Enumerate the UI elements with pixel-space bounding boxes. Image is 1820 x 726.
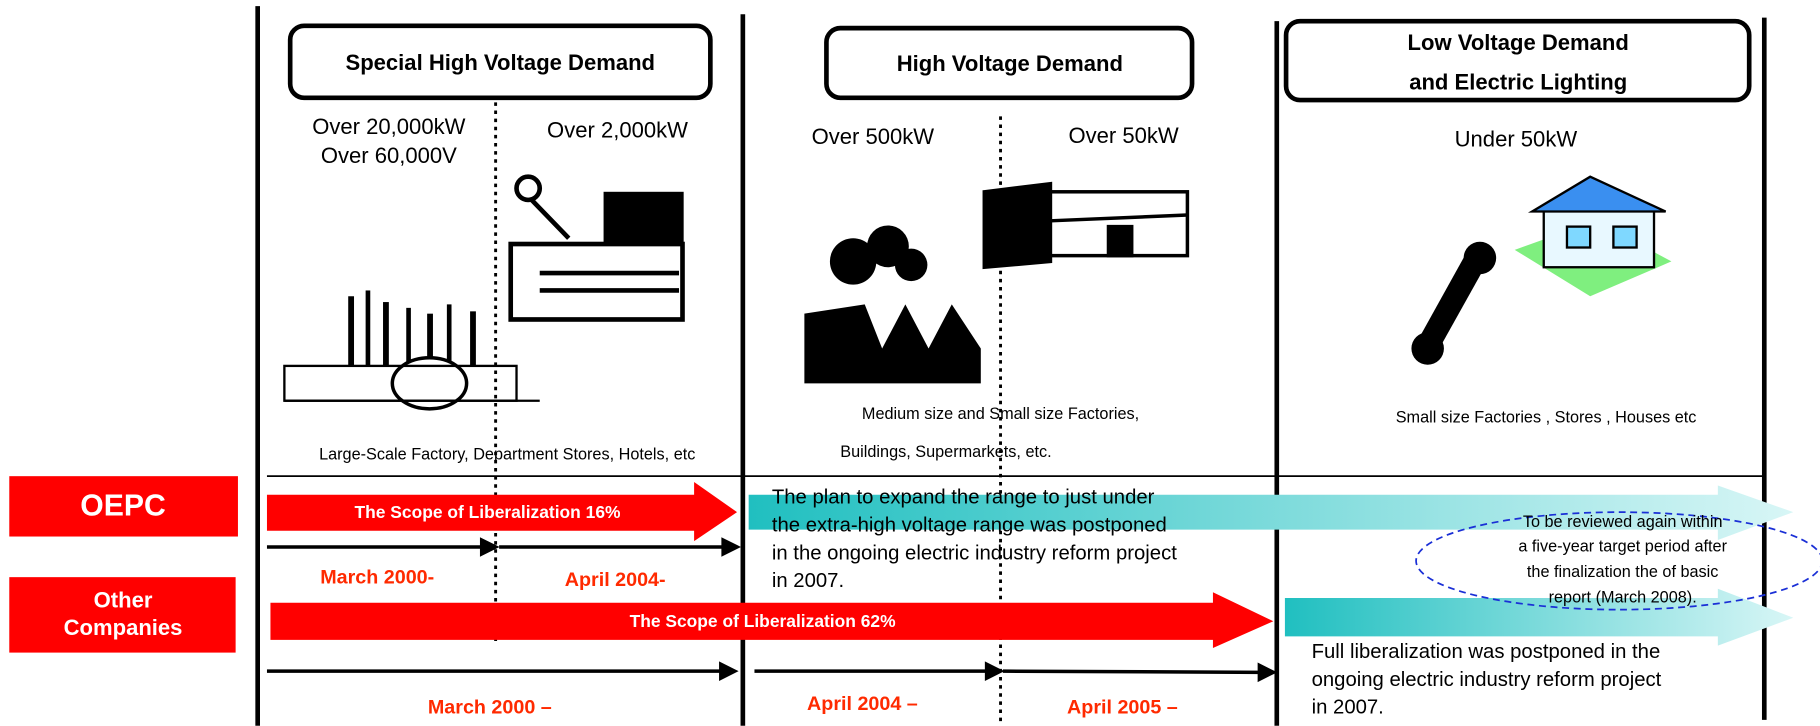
note: To be reviewed again within [1523, 513, 1723, 531]
date: March 2000 – [428, 697, 552, 719]
factory-icon [804, 225, 981, 384]
scope-label: The Scope of Liberalization 16% [355, 502, 622, 522]
header-box [1283, 18, 1752, 103]
row-label: Other [94, 587, 153, 612]
date: April 2004- [565, 569, 666, 591]
supermarket-icon [982, 181, 1190, 270]
pending-arrow [748, 485, 1794, 541]
row-label: Companies [64, 615, 183, 640]
header: Low Voltage Demand [1408, 30, 1629, 55]
description: Medium size and Small size Factories, [862, 405, 1139, 423]
note: The plan to expand the range to just und… [772, 487, 1155, 509]
dotted-dividers [494, 102, 1002, 726]
header: Special High Voltage Demand [345, 50, 655, 75]
row-label-box [9, 476, 238, 537]
threshold: Over 50kW [1068, 123, 1178, 148]
threshold: Over 20,000kW [312, 114, 465, 139]
wrench-icon [1411, 241, 1497, 365]
row-label-box [9, 577, 236, 653]
note: Full liberalization was postponed in the [1312, 641, 1661, 663]
review-ellipse [1415, 511, 1820, 611]
note: the finalization the of basic [1527, 563, 1719, 581]
note: in 2007. [1312, 697, 1384, 719]
note: report (March 2008). [1549, 588, 1697, 606]
header: High Voltage Demand [897, 51, 1123, 76]
note: in 2007. [772, 570, 844, 592]
header-box [824, 25, 1195, 101]
date: April 2004 – [807, 693, 918, 715]
pending-arrow [1284, 588, 1794, 646]
description: Large-Scale Factory, Department Stores, … [319, 446, 695, 464]
house-icon [1514, 175, 1672, 297]
date: April 2005 – [1067, 697, 1178, 719]
note: ongoing electric industry reform project [1312, 669, 1662, 691]
note: a five-year target period after [1518, 537, 1727, 555]
scope-arrow [266, 481, 738, 542]
description: Small size Factories , Stores , Houses e… [1396, 408, 1697, 426]
row-label: OEPC [80, 489, 165, 522]
timeline [266, 537, 1278, 683]
threshold: Over 500kW [812, 124, 935, 149]
refinery-icon [283, 290, 540, 411]
header-box [287, 23, 713, 101]
note: the extra-high voltage range was postpon… [772, 514, 1167, 536]
scope-arrow [270, 592, 1274, 648]
note: in the ongoing electric industry reform … [772, 542, 1177, 564]
scope-label: The Scope of Liberalization 62% [630, 611, 897, 631]
description: Buildings, Supermarkets, etc. [840, 443, 1051, 461]
threshold: Over 2,000kW [547, 117, 688, 142]
date: March 2000- [320, 567, 434, 589]
threshold: Under 50kW [1455, 127, 1578, 152]
plant-icon [508, 174, 685, 322]
header: and Electric Lighting [1409, 70, 1627, 95]
threshold: Over 60,000V [321, 143, 457, 168]
